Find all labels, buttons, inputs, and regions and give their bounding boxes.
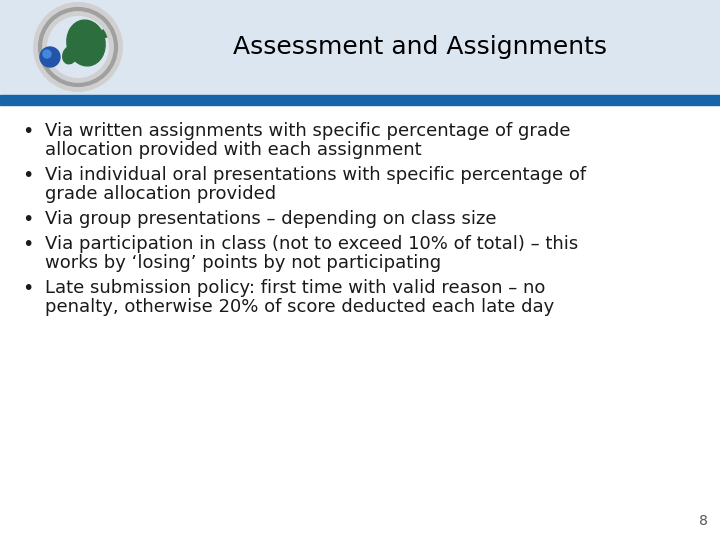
Text: •: • [22,235,34,254]
Ellipse shape [67,20,105,66]
Text: Via individual oral presentations with specific percentage of: Via individual oral presentations with s… [45,166,586,184]
Text: allocation provided with each assignment: allocation provided with each assignment [45,141,422,159]
Text: Via group presentations – depending on class size: Via group presentations – depending on c… [45,210,497,228]
Text: •: • [22,210,34,229]
Text: grade allocation provided: grade allocation provided [45,185,276,203]
Text: Via participation in class (not to exceed 10% of total) – this: Via participation in class (not to excee… [45,235,578,253]
Bar [0,95,720,105]
Circle shape [42,11,114,83]
Circle shape [36,5,120,89]
Text: 8: 8 [699,514,708,528]
Bar [0,0,720,95]
Text: •: • [22,279,34,298]
Text: •: • [22,166,34,185]
Text: Via written assignments with specific percentage of grade: Via written assignments with specific pe… [45,122,570,140]
Circle shape [43,50,51,58]
Text: penalty, otherwise 20% of score deducted each late day: penalty, otherwise 20% of score deducted… [45,298,554,316]
Ellipse shape [100,29,112,37]
Text: works by ‘losing’ points by not participating: works by ‘losing’ points by not particip… [45,254,441,272]
Circle shape [40,47,60,67]
Text: Late submission policy: first time with valid reason – no: Late submission policy: first time with … [45,279,545,297]
Text: Assessment and Assignments: Assessment and Assignments [233,35,607,59]
Ellipse shape [63,46,77,64]
Text: •: • [22,122,34,141]
